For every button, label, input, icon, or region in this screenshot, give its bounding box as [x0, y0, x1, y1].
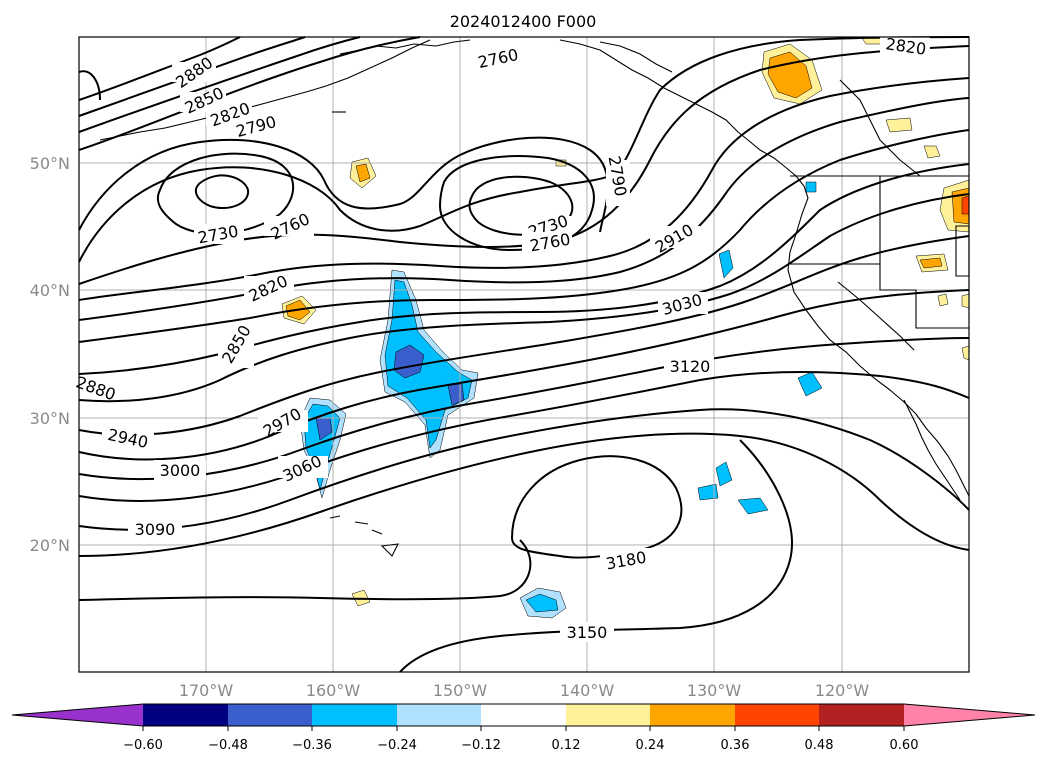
negative-anomaly-area [715, 461, 733, 487]
lon-label: 120°W [815, 681, 870, 700]
colorbar-segment [143, 704, 228, 726]
lat-label: 50°N [30, 154, 70, 173]
positive-anomaly-area [961, 293, 970, 309]
contour-label: 3120 [670, 357, 711, 376]
colorbar: −0.60 −0.48 −0.36 −0.24 −0.12 0.12 0.24 … [11, 703, 1036, 753]
contour-label: 3000 [160, 461, 201, 480]
negative-anomaly-area [805, 181, 817, 193]
lon-label: 150°W [433, 681, 488, 700]
lat-label: 30°N [30, 409, 70, 428]
colorbar-tick-label: −0.48 [208, 738, 248, 753]
negative-anomaly-area [737, 497, 769, 515]
colorbar-segment [819, 704, 904, 726]
negative-anomaly-area [797, 371, 823, 397]
map-title: 2024012400 F000 [450, 12, 597, 31]
colorbar-segment [312, 704, 397, 726]
colorbar-tick-label: 0.12 [552, 738, 581, 753]
lat-label: 40°N [30, 281, 70, 300]
positive-anomaly-area [961, 195, 970, 215]
negative-anomaly-area [525, 593, 559, 613]
colorbar-extend-right [904, 704, 1035, 726]
colorbar-tick-label: 0.36 [721, 738, 750, 753]
negative-anomaly-area [697, 483, 719, 501]
contour-label: 3150 [567, 623, 608, 642]
colorbar-tick-label: 0.60 [890, 738, 919, 753]
lon-label: 170°W [179, 681, 234, 700]
positive-anomaly-area [885, 117, 913, 133]
colorbar-tick-label: 0.48 [805, 738, 834, 753]
colorbar-tick-label: −0.12 [461, 738, 501, 753]
colorbar-extend-left [12, 704, 143, 726]
colorbar-segment [650, 704, 735, 726]
contour-label: 3090 [135, 520, 176, 539]
colorbar-segment [397, 704, 481, 726]
lon-label: 160°W [306, 681, 361, 700]
colorbar-tick-label: −0.36 [292, 738, 332, 753]
colorbar-segment [735, 704, 819, 726]
coastlines [99, 39, 970, 557]
graticule [79, 37, 969, 672]
colorbar-segment [566, 704, 650, 726]
positive-anomaly-area [923, 145, 941, 159]
latitude-labels: 50°N 40°N 30°N 20°N [30, 154, 70, 555]
lon-label: 140°W [560, 681, 615, 700]
lon-label: 130°W [687, 681, 742, 700]
colorbar-tick-label: 0.24 [636, 738, 665, 753]
positive-anomaly-area [919, 257, 943, 269]
lat-label: 20°N [30, 536, 70, 555]
positive-anomaly-area [937, 293, 949, 307]
colorbar-tick-label: −0.24 [377, 738, 417, 753]
positive-anomaly-area [355, 163, 371, 183]
map-panel: 2880 2850 2820 2790 2760 2820 2730 2760 … [73, 34, 970, 673]
colorbar-tick-label: −0.60 [123, 738, 163, 753]
height-contours [78, 36, 970, 673]
positive-anomaly-area [767, 51, 813, 99]
longitude-labels: 170°W 160°W 150°W 140°W 130°W 120°W [179, 681, 870, 700]
colorbar-segment [228, 704, 312, 726]
colorbar-segment [481, 704, 566, 726]
negative-anomaly-area [718, 249, 734, 279]
